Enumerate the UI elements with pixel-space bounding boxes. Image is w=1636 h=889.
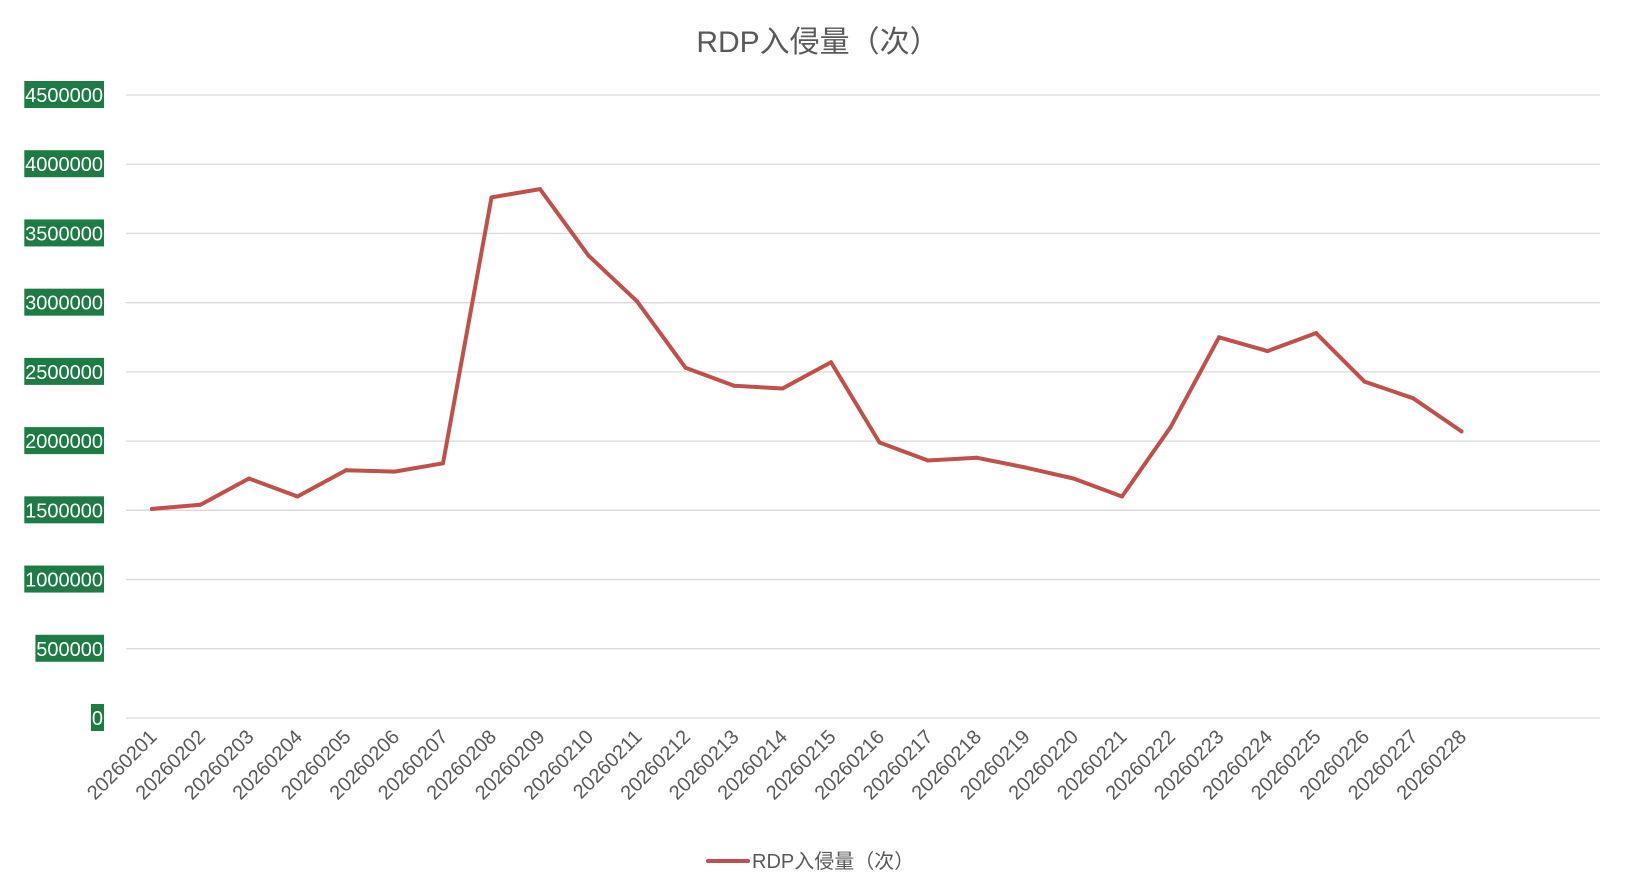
data-point bbox=[974, 455, 979, 460]
gridlines bbox=[126, 94, 1600, 719]
data-point bbox=[1120, 494, 1124, 499]
data-point bbox=[198, 502, 203, 507]
series-layer bbox=[150, 187, 1464, 511]
data-point bbox=[441, 461, 445, 466]
data-point bbox=[877, 440, 882, 445]
data-point bbox=[1314, 331, 1318, 336]
data-point bbox=[392, 469, 397, 474]
y-tick-label: 2500000 bbox=[25, 362, 103, 384]
y-tick-label-bg bbox=[24, 427, 104, 455]
y-axis-ticks: 0 500000 1000000 1500000 2000000 2500000 30000… bbox=[24, 81, 104, 731]
y-tick-label-bg bbox=[24, 81, 104, 108]
data-point bbox=[1071, 476, 1076, 481]
series-line bbox=[150, 187, 1464, 511]
y-tick-label-bg bbox=[24, 288, 104, 316]
data-point bbox=[1217, 335, 1221, 340]
y-tick-label: 3000000 bbox=[25, 293, 103, 315]
legend-label: RDP入侵量（次） bbox=[752, 850, 914, 873]
y-tick-label-bg bbox=[24, 565, 104, 593]
data-point bbox=[586, 253, 591, 258]
data-point bbox=[635, 299, 639, 304]
data-point bbox=[732, 383, 736, 388]
x-axis-ticks: 2026020120260202202602032026020420260205… bbox=[83, 726, 1471, 804]
y-tick-label: 2000000 bbox=[25, 431, 103, 453]
data-point bbox=[344, 468, 348, 473]
data-point bbox=[1411, 396, 1415, 401]
y-tick-label: 4000000 bbox=[25, 154, 103, 176]
data-point bbox=[150, 506, 154, 511]
y-tick-label-bg bbox=[24, 496, 104, 524]
y-tick-label: 500000 bbox=[36, 639, 103, 661]
y-tick-label: 3500000 bbox=[25, 223, 103, 245]
legend: RDP入侵量（次） bbox=[706, 850, 914, 873]
data-point bbox=[1023, 465, 1027, 470]
data-point bbox=[1362, 379, 1367, 384]
y-tick-label-bg bbox=[90, 704, 104, 731]
data-point bbox=[538, 187, 542, 192]
y-tick-label: 1000000 bbox=[25, 570, 103, 592]
data-point bbox=[829, 360, 833, 365]
data-point bbox=[926, 458, 930, 463]
y-tick-label: 4500000 bbox=[25, 85, 103, 107]
y-tick-label: 1500000 bbox=[25, 500, 103, 522]
data-point bbox=[1168, 425, 1173, 430]
chart-title: RDP入侵量（次） bbox=[696, 26, 939, 59]
data-point bbox=[1265, 349, 1270, 354]
data-point bbox=[295, 494, 300, 499]
y-tick-label-bg bbox=[24, 357, 104, 385]
y-tick-label-bg bbox=[35, 634, 104, 662]
data-point bbox=[1459, 429, 1464, 434]
data-point bbox=[489, 195, 494, 200]
y-tick-label-bg bbox=[24, 150, 104, 178]
data-point bbox=[683, 365, 688, 370]
data-point bbox=[780, 386, 785, 391]
y-tick-label: 0 bbox=[92, 708, 103, 730]
y-tick-label-bg bbox=[24, 219, 104, 247]
data-point bbox=[247, 476, 251, 481]
